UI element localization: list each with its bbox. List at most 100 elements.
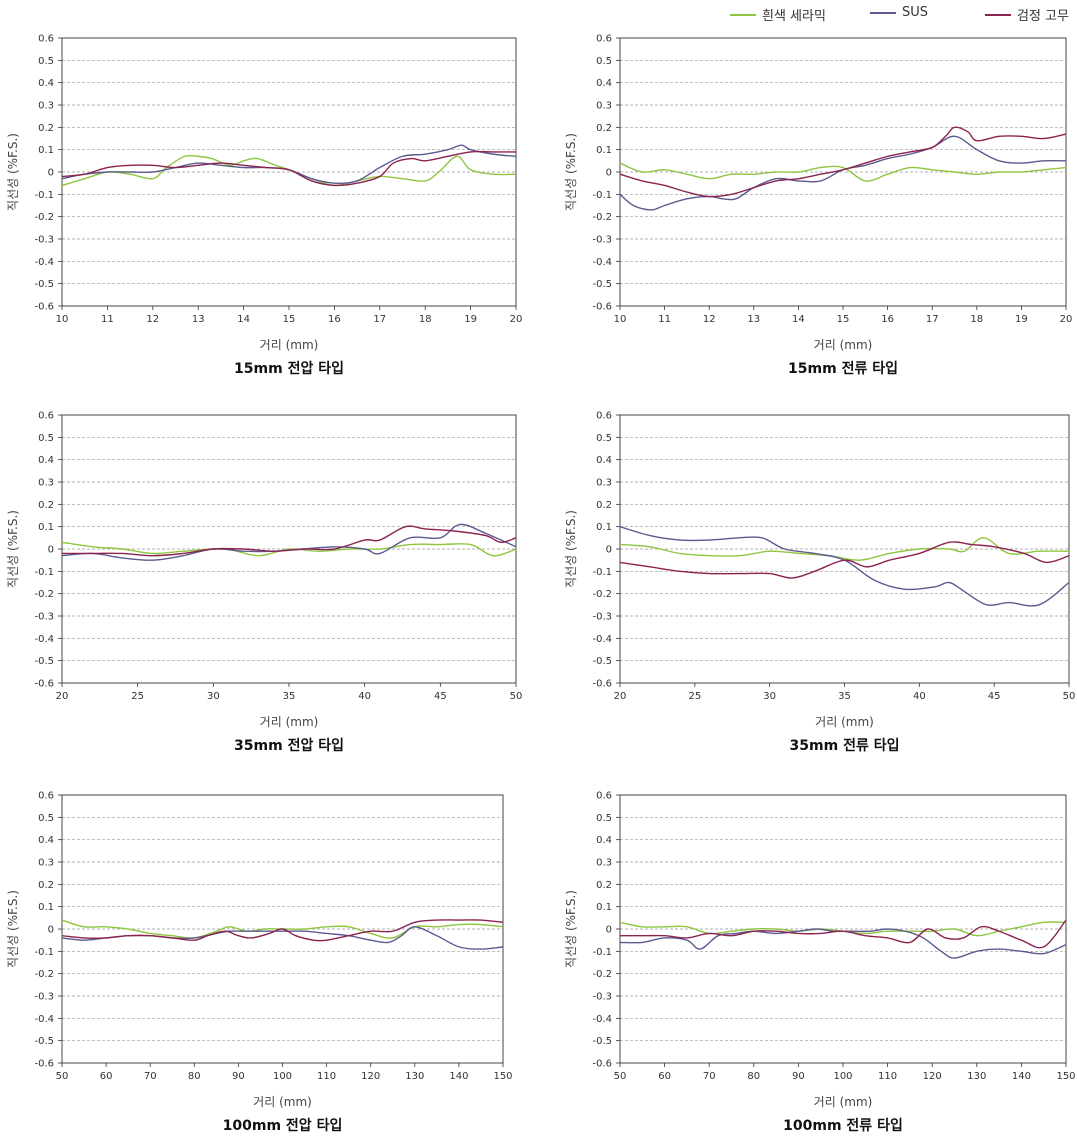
x-tick-label: 12 <box>703 314 716 325</box>
y-tick-label: -0.5 <box>34 1036 54 1047</box>
legend-swatch-sus <box>870 11 896 14</box>
x-tick-label: 11 <box>101 314 114 325</box>
series-line-sus <box>61 144 517 185</box>
y-tick-label: -0.2 <box>34 212 54 223</box>
y-tick-label: 0.1 <box>38 145 54 156</box>
x-tick-label: 18 <box>419 314 432 325</box>
x-tick-label: 45 <box>434 691 447 702</box>
y-tick-label: 0.3 <box>38 858 54 869</box>
y-tick-label: -0.3 <box>34 235 54 246</box>
x-tick-label: 140 <box>449 1071 468 1082</box>
legend-item-ceramic: 흰색 세라믹 <box>730 5 826 24</box>
y-tick-label: -0.3 <box>34 992 54 1003</box>
legend: 흰색 세라믹 SUS 검정 고무 <box>720 5 1077 25</box>
x-tick-label: 150 <box>493 1071 512 1082</box>
x-tick-label: 12 <box>146 314 159 325</box>
plot-frame <box>61 794 504 1064</box>
y-tick-label: 0 <box>48 545 54 556</box>
y-tick-label: 0.4 <box>596 835 612 846</box>
chart-panel-1: 0.6 0.5 0.4 0.3 0.2 0.1 0 -0.1 -0.2 -0.3 -0.4 -0.5 -… <box>6 34 522 378</box>
x-tick-label: 50 <box>56 1071 69 1082</box>
y-tick-label: -0.1 <box>34 947 54 958</box>
y-tick-label: 0.2 <box>596 500 612 511</box>
series-line-sus <box>619 135 1067 211</box>
x-tick-label: 60 <box>100 1071 113 1082</box>
y-tick-label: -0.6 <box>34 679 54 690</box>
y-tick-label: 0.6 <box>38 791 54 802</box>
series-line-rubber <box>620 919 1067 949</box>
y-tick-label: -0.1 <box>592 567 612 578</box>
y-tick-label: 0.6 <box>38 34 54 45</box>
plot-frame <box>619 794 1067 1064</box>
chart-panel-4: 0.6 0.5 0.4 0.3 0.2 0.1 0 -0.1 -0.2 -0.3 -0.4 -0.5 -… <box>564 411 1075 755</box>
y-tick-label: -0.5 <box>592 656 612 667</box>
y-tick-label: -0.2 <box>592 212 612 223</box>
legend-item-sus: SUS <box>870 5 928 20</box>
y-tick-label: 0.1 <box>38 902 54 913</box>
series-line-rubber <box>62 525 517 557</box>
x-tick-label: 15 <box>283 314 296 325</box>
y-tick-label: 0.6 <box>596 34 612 45</box>
x-axis-label: 거리 (mm) <box>253 1095 312 1109</box>
y-tick-label: 0.3 <box>38 478 54 489</box>
y-tick-label: 0.3 <box>38 101 54 112</box>
y-tick-label: -0.5 <box>592 1036 612 1047</box>
y-tick-label: -0.1 <box>592 190 612 201</box>
y-tick-label: -0.4 <box>592 634 612 645</box>
y-tick-label: 0 <box>606 168 612 179</box>
x-tick-label: 25 <box>131 691 144 702</box>
x-tick-label: 50 <box>1063 691 1076 702</box>
x-tick-label: 80 <box>747 1071 760 1082</box>
x-tick-label: 35 <box>838 691 851 702</box>
x-tick-label: 25 <box>688 691 701 702</box>
x-axis-label: 거리 (mm) <box>814 338 873 352</box>
x-tick-label: 35 <box>283 691 296 702</box>
series-line-rubber <box>61 919 504 942</box>
x-tick-label: 13 <box>747 314 760 325</box>
y-tick-label: 0.1 <box>596 145 612 156</box>
x-tick-label: 19 <box>1015 314 1028 325</box>
x-tick-label: 10 <box>614 314 627 325</box>
x-tick-label: 70 <box>144 1071 157 1082</box>
x-tick-label: 15 <box>837 314 850 325</box>
y-axis-label: 직선성 (%F.S.) <box>6 133 20 211</box>
y-tick-label: -0.2 <box>592 589 612 600</box>
series-line-ceramic <box>61 541 517 557</box>
x-tick-label: 90 <box>232 1071 245 1082</box>
x-tick-label: 120 <box>361 1071 380 1082</box>
y-tick-label: 0 <box>606 545 612 556</box>
y-tick-label: -0.1 <box>34 190 54 201</box>
y-tick-label: 0.5 <box>38 813 54 824</box>
x-axis-label: 거리 (mm) <box>260 715 319 729</box>
y-axis-label: 직선성 (%F.S.) <box>6 890 20 968</box>
y-tick-label: -0.2 <box>592 969 612 980</box>
x-tick-label: 70 <box>703 1071 716 1082</box>
x-tick-label: 140 <box>1012 1071 1031 1082</box>
legend-swatch-rubber <box>985 13 1011 16</box>
y-tick-label: 0.3 <box>596 478 612 489</box>
y-tick-label: 0.5 <box>596 433 612 444</box>
x-tick-label: 16 <box>328 314 341 325</box>
y-tick-label: -0.4 <box>34 1014 54 1025</box>
y-tick-label: -0.6 <box>592 679 612 690</box>
y-tick-label: -0.3 <box>592 235 612 246</box>
x-tick-label: 14 <box>792 314 805 325</box>
y-axis-label: 직선성 (%F.S.) <box>564 133 578 211</box>
x-tick-label: 16 <box>881 314 894 325</box>
y-tick-label: -0.2 <box>34 969 54 980</box>
series-line-rubber <box>619 126 1067 198</box>
y-axis-label: 직선성 (%F.S.) <box>564 510 578 588</box>
x-tick-label: 18 <box>970 314 983 325</box>
y-tick-label: 0.2 <box>38 500 54 511</box>
y-tick-label: -0.3 <box>592 612 612 623</box>
chart-title: 15mm 전압 타입 <box>234 360 344 377</box>
y-tick-label: 0.1 <box>596 902 612 913</box>
series-line-ceramic <box>61 919 504 939</box>
y-tick-label: 0.3 <box>596 101 612 112</box>
series-line-sus <box>61 523 517 561</box>
legend-label-rubber: 검정 고무 <box>1017 9 1069 24</box>
x-tick-label: 120 <box>923 1071 942 1082</box>
chart-panel-6: 0.6 0.5 0.4 0.3 0.2 0.1 0 -0.1 -0.2 -0.3 -0.4 -0.5 -… <box>564 791 1076 1135</box>
y-tick-label: -0.6 <box>592 302 612 313</box>
